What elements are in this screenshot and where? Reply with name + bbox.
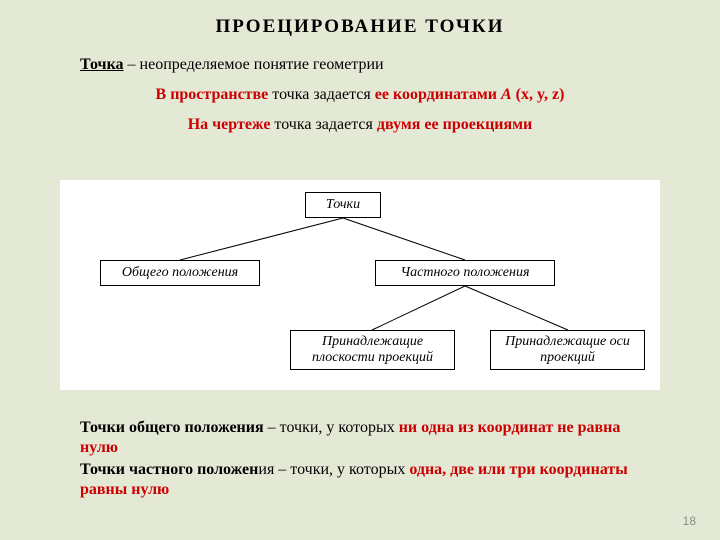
- definition-general-term: Точки общего положения: [80, 419, 264, 436]
- intro-line-3-red2: двумя ее проекциями: [377, 116, 532, 133]
- tree-node-root: Точки: [305, 192, 381, 218]
- intro-line-1-term: Точка: [80, 56, 124, 73]
- definition-general: Точки общего положения – точки, у которы…: [80, 418, 660, 458]
- intro-line-1-rest: – неопределяемое понятие геометрии: [124, 56, 384, 73]
- definition-partial-term-tail: ия: [258, 461, 274, 478]
- tree-diagram: Точки Общего положения Частного положения П…: [60, 180, 660, 390]
- intro-line-2-red3: (x, y, z): [516, 86, 565, 103]
- tree-node-axis: Принадлежащие оси проекций: [490, 330, 645, 370]
- definition-partial: Точки частного положения – точки, у кото…: [80, 460, 660, 500]
- definitions-block: Точки общего положения – точки, у которы…: [80, 418, 660, 502]
- intro-line-3: На чертеже точка задается двумя ее проек…: [80, 116, 640, 134]
- page-number: 18: [683, 514, 696, 528]
- intro-line-3-mid: точка задается: [274, 116, 376, 133]
- tree-edge: [465, 286, 568, 330]
- intro-line-2-red2: ее координатами: [375, 86, 501, 103]
- definition-partial-term: Точки частного положен: [80, 461, 258, 478]
- tree-edge: [180, 218, 343, 260]
- tree-edge: [343, 218, 465, 260]
- intro-line-2: В пространстве точка задается ее координ…: [80, 86, 640, 104]
- intro-line-3-red1: На чертеже: [188, 116, 275, 133]
- intro-line-2-ital: А: [501, 86, 516, 103]
- tree-edge: [372, 286, 465, 330]
- intro-line-2-red1: В пространстве: [156, 86, 273, 103]
- definition-general-mid: – точки, у которых: [264, 419, 399, 436]
- intro-line-2-mid: точка задается: [272, 86, 374, 103]
- tree-node-general: Общего положения: [100, 260, 260, 286]
- intro-block: Точка – неопределяемое понятие геометрии…: [80, 56, 640, 146]
- tree-node-partial: Частного положения: [375, 260, 555, 286]
- definition-partial-mid: – точки, у которых: [274, 461, 409, 478]
- intro-line-1: Точка – неопределяемое понятие геометрии: [80, 56, 640, 74]
- tree-node-plane: Принадлежащие плоскости проекций: [290, 330, 455, 370]
- page-title: ПРОЕЦИРОВАНИЕ ТОЧКИ: [0, 16, 720, 38]
